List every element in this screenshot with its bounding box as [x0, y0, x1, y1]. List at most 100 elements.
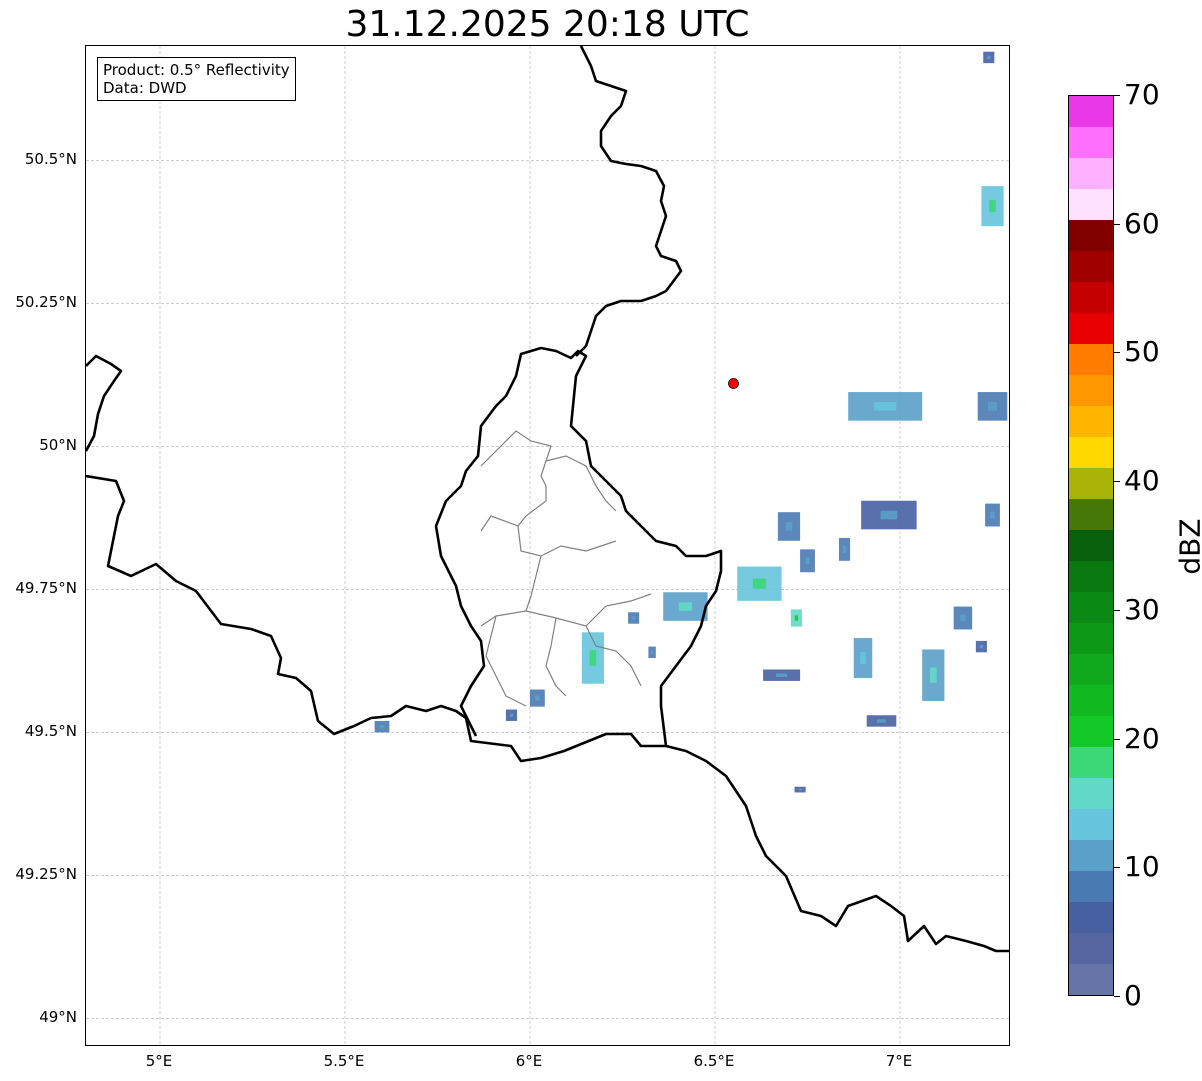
colorbar-tick-mark	[1114, 867, 1120, 869]
radar-echo-core	[589, 650, 597, 666]
colorbar-segment	[1069, 871, 1113, 902]
district-border	[485, 615, 527, 707]
colorbar-segment	[1069, 437, 1113, 468]
longitude-tick-label: 5.5°E	[323, 1052, 365, 1070]
longitude-tick-label: 5°E	[145, 1052, 173, 1070]
colorbar	[1068, 95, 1114, 996]
radar-echo-core	[798, 788, 802, 791]
longitude-tick-label: 6°E	[515, 1052, 543, 1070]
country-border	[86, 354, 123, 452]
colorbar-segment	[1069, 468, 1113, 499]
district-border	[525, 593, 652, 627]
radar-echo-core	[752, 578, 767, 589]
radar-echo-core	[794, 615, 799, 621]
colorbar-segment	[1069, 127, 1113, 158]
colorbar-tick-mark	[1114, 609, 1120, 611]
district-border	[517, 525, 617, 557]
district-border	[480, 555, 542, 627]
colorbar-tick-mark	[1114, 223, 1120, 225]
colorbar-tick-mark	[1114, 481, 1120, 483]
colorbar-segment	[1069, 592, 1113, 623]
colorbar-segment	[1069, 933, 1113, 964]
country-border	[575, 46, 683, 357]
map-panel[interactable]	[85, 45, 1010, 1046]
district-border	[545, 455, 617, 512]
radar-echo-core	[990, 511, 995, 519]
colorbar-segment	[1069, 964, 1113, 995]
district-border	[545, 617, 567, 697]
radar-echo-core	[979, 644, 984, 649]
latitude-tick-label: 50.25°N	[15, 293, 77, 312]
colorbar-segment	[1069, 716, 1113, 747]
radar-echo-core	[678, 602, 693, 611]
data-source-label: Data: DWD	[103, 79, 187, 97]
radar-echo-core	[880, 510, 898, 520]
colorbar-segment	[1069, 375, 1113, 406]
colorbar-segment	[1069, 902, 1113, 933]
latitude-tick-label: 49.75°N	[15, 579, 77, 598]
radar-echo-core	[379, 724, 385, 729]
radar-site-marker	[728, 378, 739, 389]
colorbar-segment	[1069, 189, 1113, 220]
latitude-tick-label: 49.5°N	[24, 722, 77, 741]
product-label: Product: 0.5° Reflectivity	[103, 61, 290, 79]
radar-echo-core	[860, 652, 866, 665]
latitude-tick-label: 49.25°N	[15, 865, 77, 884]
colorbar-segment	[1069, 406, 1113, 437]
colorbar-unit-label: dBZ	[1173, 518, 1202, 575]
latitude-tick-label: 50.5°N	[24, 150, 77, 169]
colorbar-tick-label: 60	[1124, 206, 1160, 240]
radar-echo-core	[805, 557, 810, 565]
colorbar-segment	[1069, 313, 1113, 344]
colorbar-tick-mark	[1114, 738, 1120, 740]
colorbar-tick-mark	[1114, 352, 1120, 354]
colorbar-segment	[1069, 840, 1113, 871]
colorbar-segment	[1069, 809, 1113, 840]
colorbar-segment	[1069, 654, 1113, 685]
radar-echo-core	[874, 402, 897, 411]
colorbar-segment	[1069, 530, 1113, 561]
colorbar-segment	[1069, 499, 1113, 530]
radar-echo-core	[509, 713, 514, 717]
colorbar-tick-mark	[1114, 996, 1120, 997]
colorbar-segment	[1069, 344, 1113, 375]
radar-echo-core	[960, 614, 966, 622]
colorbar-segment	[1069, 623, 1113, 654]
radar-echo-core	[650, 650, 654, 655]
colorbar-tick-label: 30	[1124, 592, 1160, 626]
product-info-box: Product: 0.5° Reflectivity Data: DWD	[97, 57, 296, 101]
radar-echo-core	[785, 522, 793, 531]
district-border	[585, 625, 642, 687]
latitude-tick-label: 49°N	[39, 1008, 77, 1027]
colorbar-segment	[1069, 747, 1113, 778]
colorbar-tick-label: 0	[1124, 979, 1142, 1012]
colorbar-tick-label: 20	[1124, 721, 1160, 755]
latitude-tick-label: 50°N	[39, 436, 77, 455]
map-canvas[interactable]	[86, 46, 1010, 1046]
radar-echo-core	[989, 200, 996, 213]
country-border	[434, 346, 723, 747]
colorbar-tick-label: 40	[1124, 464, 1160, 498]
colorbar-tick-label: 10	[1124, 850, 1160, 884]
radar-echo-core	[631, 616, 636, 620]
colorbar-segment	[1069, 282, 1113, 313]
colorbar-tick-label: 50	[1124, 335, 1160, 369]
radar-echo-core	[776, 673, 788, 677]
colorbar-segment	[1069, 96, 1113, 127]
map-title: 31.12.2025 20:18 UTC	[345, 4, 750, 45]
radar-echo-core	[987, 55, 991, 60]
colorbar-tick-label: 70	[1124, 78, 1160, 111]
colorbar-segment	[1069, 685, 1113, 716]
longitude-tick-label: 7°E	[885, 1052, 913, 1070]
longitude-tick-label: 6.5°E	[693, 1052, 735, 1070]
radar-echo-core	[988, 402, 997, 411]
colorbar-segment	[1069, 561, 1113, 592]
radar-echo-core	[929, 667, 937, 683]
radar-echo-core	[877, 719, 886, 723]
colorbar-segment	[1069, 158, 1113, 189]
radar-echo-core	[535, 695, 540, 701]
colorbar-segment	[1069, 251, 1113, 282]
radar-echo-core	[842, 545, 847, 553]
colorbar-segment	[1069, 220, 1113, 251]
colorbar-tick-mark	[1114, 95, 1120, 96]
